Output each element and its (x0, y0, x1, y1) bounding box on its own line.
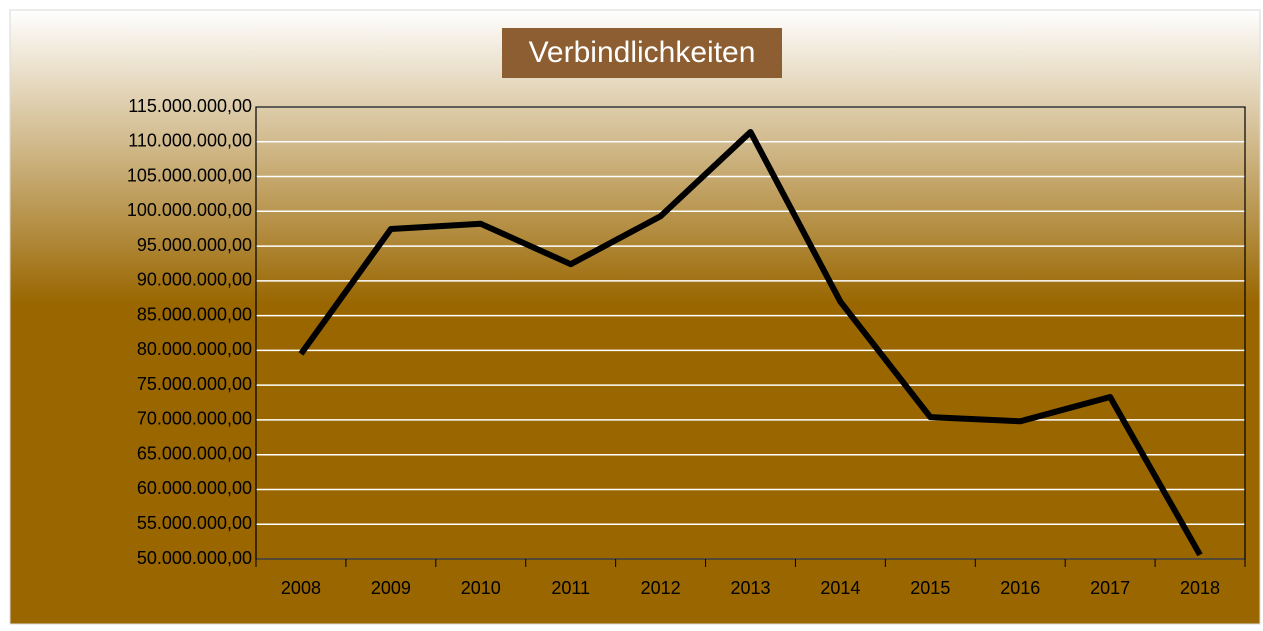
y-tick-label: 110.000.000,00 (128, 131, 252, 151)
chart-background (9, 9, 1261, 625)
y-tick-label: 75.000.000,00 (137, 374, 252, 394)
plot-border (255, 106, 1246, 560)
y-tick-label: 60.000.000,00 (137, 478, 252, 498)
data-line (298, 129, 1203, 557)
y-tick-label: 95.000.000,00 (137, 235, 252, 255)
lines (298, 129, 1203, 557)
x-tick-label: 2014 (820, 578, 860, 598)
chart-title: Verbindlichkeiten (529, 36, 756, 69)
y-tick-label: 70.000.000,00 (137, 409, 252, 429)
grid (255, 106, 1246, 567)
y-tick-label: 105.000.000,00 (127, 165, 252, 185)
x-tick-label: 2010 (461, 578, 501, 598)
y-tick-label: 50.000.000,00 (137, 548, 252, 568)
x-tick-label: 2012 (641, 578, 681, 598)
y-tick-label: 90.000.000,00 (137, 270, 252, 290)
title-box (502, 28, 782, 78)
y-tick-label: 65.000.000,00 (137, 443, 252, 463)
x-tick-label: 2009 (371, 578, 411, 598)
x-tick-label: 2015 (910, 578, 950, 598)
x-tick-label: 2008 (281, 578, 321, 598)
y-tick-label: 80.000.000,00 (137, 339, 252, 359)
x-tick-label: 2011 (551, 578, 590, 598)
x-tick-label: 2018 (1180, 578, 1220, 598)
y-tick-label: 115.000.000,00 (128, 96, 252, 116)
y-tick-label: 55.000.000,00 (137, 513, 252, 533)
x-tick-label: 2013 (730, 578, 770, 598)
x-tick-label: 2017 (1090, 578, 1130, 598)
y-tick-label: 85.000.000,00 (137, 304, 252, 324)
x-tick-label: 2016 (1000, 578, 1040, 598)
y-tick-label: 100.000.000,00 (127, 200, 252, 220)
ticks: 50.000.000,00 55.000.000,00 60.000.000,00 6… (127, 96, 1220, 598)
